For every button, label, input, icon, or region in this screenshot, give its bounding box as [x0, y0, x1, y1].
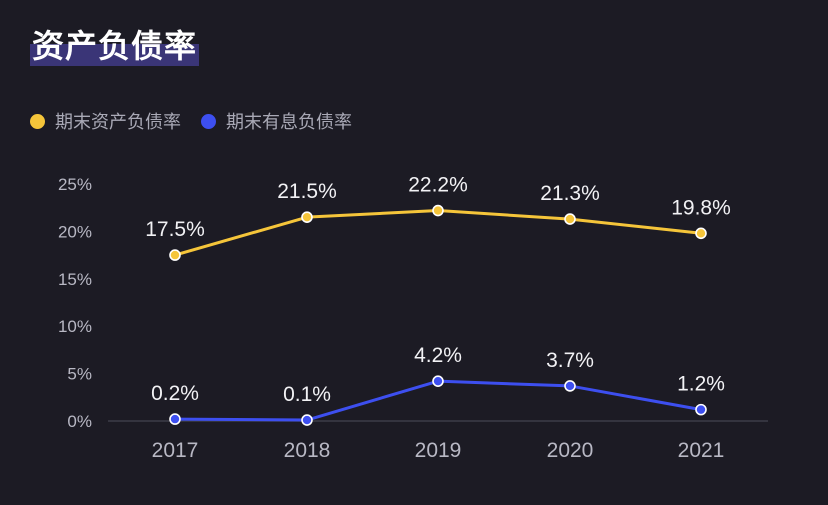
x-tick-label: 2020 [547, 439, 594, 462]
data-label: 0.2% [151, 382, 199, 405]
data-point [301, 211, 313, 223]
x-tick-label: 2017 [152, 439, 199, 462]
data-point [301, 414, 313, 426]
series-line-1 [174, 209, 702, 257]
data-label: 22.2% [408, 174, 468, 197]
data-label: 19.8% [671, 196, 731, 219]
data-label: 4.2% [414, 344, 462, 367]
x-tick-label: 2021 [678, 439, 725, 462]
chart-title-text: 资产负债率 [32, 27, 198, 65]
data-point [564, 213, 576, 225]
chart-title-wrap: 资产负债率 [30, 26, 200, 66]
y-tick-label: 25% [58, 175, 92, 194]
legend-item-series-1[interactable]: 期末资产负债率 [30, 108, 181, 134]
y-tick-label: 0% [67, 412, 92, 431]
x-tick-label: 2019 [415, 439, 462, 462]
data-label: 0.1% [283, 383, 331, 406]
legend-item-series-2[interactable]: 期末有息负债率 [201, 108, 352, 134]
y-tick-label: 20% [58, 222, 92, 241]
data-point [432, 204, 444, 217]
data-point [564, 380, 576, 392]
legend-dot-series-1 [30, 113, 45, 129]
legend-dot-series-2 [201, 113, 216, 129]
data-label: 17.5% [145, 218, 205, 241]
data-point [432, 375, 444, 387]
y-tick-label: 5% [67, 365, 92, 384]
data-label: 21.5% [277, 180, 337, 203]
legend: 期末资产负债率 期末有息负债率 [30, 108, 372, 134]
title-highlight [30, 44, 200, 66]
y-tick-label: 10% [58, 317, 92, 336]
y-tick-label: 15% [58, 270, 92, 289]
legend-label-series-1: 期末资产负债率 [55, 112, 181, 133]
data-point [695, 227, 707, 240]
data-point [169, 413, 181, 425]
chart-title: 资产负债率 [30, 26, 199, 66]
data-point [169, 249, 181, 261]
data-label: 21.3% [540, 182, 600, 205]
x-tick-label: 2018 [284, 439, 331, 462]
data-point [695, 403, 707, 416]
series-line-2 [174, 379, 702, 422]
data-label: 1.2% [677, 373, 725, 396]
legend-label-series-2: 期末有息负债率 [226, 112, 352, 133]
data-label: 3.7% [546, 349, 594, 372]
